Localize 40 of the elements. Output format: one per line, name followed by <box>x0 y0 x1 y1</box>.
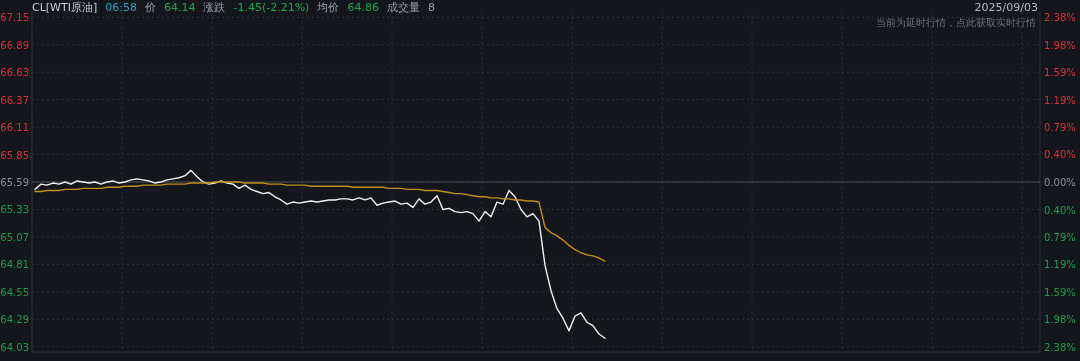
y-tick-label: 65.07 <box>0 231 29 243</box>
line-series <box>34 169 606 339</box>
annotation: 涨跌 <box>203 1 226 14</box>
y2-tick-label: 1.59% <box>1044 287 1076 299</box>
y2-tick-label: 0.79% <box>1044 122 1076 134</box>
y-tick-label: 66.89 <box>0 39 29 51</box>
y-tick-label: 65.59 <box>0 177 29 188</box>
y2-tick-label: 2.38% <box>1044 12 1076 24</box>
y-tick-label: 67.15 <box>0 12 29 24</box>
line-series <box>34 181 606 262</box>
y-tick-label: 64.03 <box>0 341 29 353</box>
y2-tick-label: 0.00% <box>1044 177 1076 188</box>
annotation: -1.45(-2.21%) <box>233 1 310 14</box>
annotation: 成交量 <box>386 1 420 14</box>
y-tick-label: 65.85 <box>0 149 29 161</box>
y-tick-label: 66.37 <box>0 94 29 106</box>
y-tick-label: 66.11 <box>0 122 29 134</box>
y2-tick-label: 1.98% <box>1044 39 1076 51</box>
y-tick-label: 64.81 <box>0 259 29 271</box>
chart-title: CL[WTI原油] <box>32 1 98 14</box>
y2-tick-label: 1.59% <box>1044 66 1076 78</box>
y2-tick-label: 1.19% <box>1044 259 1076 271</box>
annotation: 8 <box>427 1 435 14</box>
annotation: 06:58 <box>105 1 137 14</box>
y2-tick-label: 0.79% <box>1044 231 1076 243</box>
y-tick-label: 64.55 <box>0 286 29 298</box>
y2-tick-label: 1.98% <box>1044 314 1076 326</box>
y2-tick-label: 0.40% <box>1044 149 1076 161</box>
y2-tick-label: 1.19% <box>1044 94 1076 106</box>
annotation: 价 <box>143 1 156 14</box>
annotation: 64.86 <box>347 1 379 14</box>
y-tick-label: 66.63 <box>0 67 29 79</box>
annotation: 2025/09/03 <box>974 1 1038 14</box>
y-tick-label: 65.33 <box>0 204 29 216</box>
annotation: 当前为延时行情，点此获取实时行情 <box>876 17 1036 28</box>
y-tick-label: 64.29 <box>0 314 29 326</box>
annotation: 64.14 <box>163 1 196 14</box>
y2-tick-label: 2.38% <box>1044 341 1076 353</box>
annotation: 均价 <box>316 1 340 14</box>
y2-tick-label: 0.40% <box>1044 204 1076 216</box>
